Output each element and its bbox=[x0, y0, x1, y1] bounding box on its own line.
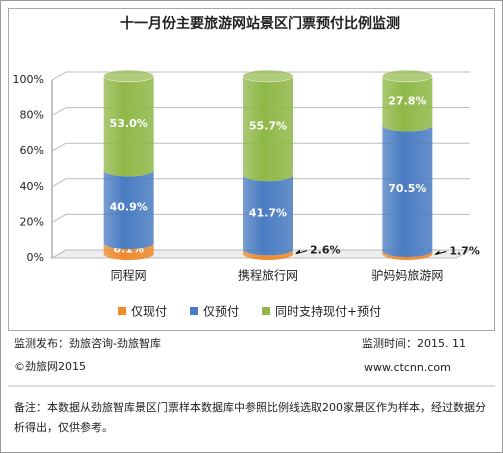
grid-line bbox=[51, 178, 470, 188]
copyright: ©劲旅网2015 bbox=[14, 359, 86, 373]
bar-segment bbox=[103, 76, 154, 177]
value-label: 41.7% bbox=[249, 206, 287, 219]
grid-line bbox=[51, 213, 470, 223]
value-label: 2.6% bbox=[310, 244, 341, 257]
value-label: 27.8% bbox=[388, 95, 426, 108]
arrow-head bbox=[434, 250, 440, 255]
y-tick-label: 60% bbox=[20, 144, 44, 157]
arrow-head bbox=[295, 249, 300, 254]
value-label: 53.0% bbox=[110, 117, 148, 130]
legend-swatch bbox=[190, 307, 199, 315]
x-tick-label: 同程网 bbox=[111, 268, 147, 283]
y-tick-label: 100% bbox=[13, 73, 44, 86]
value-label: 55.7% bbox=[249, 120, 287, 133]
y-tick-label: 40% bbox=[20, 180, 44, 193]
bar-cap bbox=[382, 69, 433, 83]
grid-line bbox=[51, 107, 470, 117]
publisher: 监测发布：劲旅咨询-劲旅智库 bbox=[14, 336, 161, 350]
bar-segment bbox=[243, 175, 293, 256]
website: www.ctcnn.com bbox=[364, 361, 451, 374]
legend-label: 仅预付 bbox=[203, 305, 239, 319]
legend-swatch bbox=[262, 307, 271, 315]
label-arrow bbox=[295, 250, 308, 255]
bar-segment bbox=[243, 249, 293, 260]
x-tick-label: 携程旅行网 bbox=[238, 268, 298, 283]
bar-segment bbox=[103, 170, 154, 250]
y-tick-label: 80% bbox=[20, 109, 44, 122]
bar-segment bbox=[382, 76, 433, 132]
y-tick-label: 20% bbox=[20, 215, 44, 228]
value-label: 40.9% bbox=[110, 201, 148, 214]
value-label: 1.7% bbox=[449, 244, 480, 257]
bar-segment bbox=[382, 125, 433, 257]
bar-segment bbox=[382, 250, 433, 260]
time: 监测时间：2015. 11 bbox=[362, 337, 466, 350]
x-tick-label: 驴妈妈旅游网 bbox=[371, 268, 443, 283]
bar-segment bbox=[243, 76, 293, 182]
grid-line bbox=[51, 71, 470, 81]
bar-segment bbox=[103, 243, 154, 260]
label-arrow bbox=[435, 251, 447, 255]
legend-label: 同时支持现付+预付 bbox=[275, 304, 381, 319]
chart-title: 十一月份主要旅游网站景区门票预付比例监测 bbox=[120, 15, 400, 32]
note: 备注：本数据从劲旅智库景区门票样本数据库中参照比例线选取200家景区作为样本，经… bbox=[14, 401, 486, 434]
legend-label: 仅现付 bbox=[131, 305, 167, 319]
value-label: 70.5% bbox=[388, 182, 426, 195]
legend-swatch bbox=[118, 307, 126, 315]
grid-line bbox=[51, 142, 470, 152]
bar-cap bbox=[242, 69, 294, 83]
y-tick-label: 0% bbox=[27, 251, 44, 264]
chart-frame bbox=[8, 8, 495, 331]
bar-cap bbox=[103, 69, 154, 83]
grid-line bbox=[51, 249, 470, 259]
